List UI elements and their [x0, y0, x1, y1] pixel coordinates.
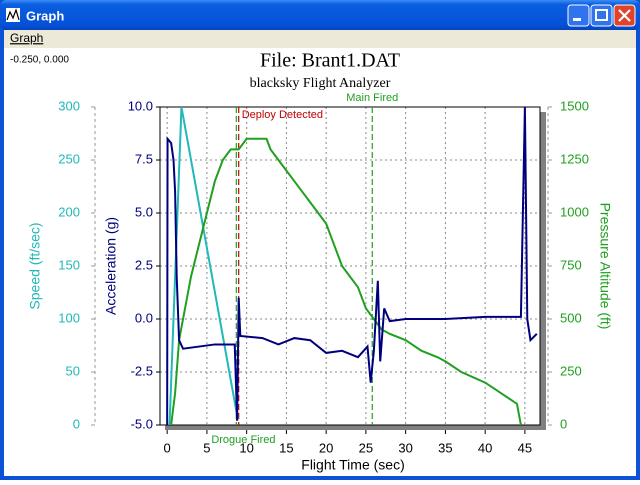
- y3-tick-label: 100: [58, 310, 80, 325]
- y2-axis-label: Pressure Altitude (ft): [597, 203, 613, 330]
- y3-tick-label: 150: [58, 257, 80, 272]
- chart-subtitle: blacksky Flight Analyzer: [250, 76, 391, 91]
- client-area: [4, 48, 636, 476]
- event-label: Drogue Fired: [211, 434, 275, 446]
- y-tick-label: 7.5: [135, 151, 153, 166]
- event-label: Main Fired: [346, 92, 398, 104]
- x-tick-label: 20: [319, 440, 333, 455]
- close-button[interactable]: [613, 4, 636, 27]
- x-tick-label: 0: [164, 440, 171, 455]
- y2-tick-label: 750: [560, 257, 582, 272]
- series-line: [168, 106, 239, 426]
- y-tick-label: 10.0: [128, 98, 153, 113]
- x-tick-label: 15: [279, 440, 293, 455]
- plot-shadow: [540, 112, 546, 430]
- y2-tick-label: 250: [560, 363, 582, 378]
- x-tick-label: 25: [359, 440, 373, 455]
- title-bar: [0, 0, 640, 30]
- menu-bar: [4, 30, 636, 48]
- chart-title: File: Brant1.DAT: [260, 50, 400, 72]
- maximize-button[interactable]: [590, 4, 613, 27]
- x-tick-label: 40: [478, 440, 492, 455]
- x-axis-label: Flight Time (sec): [301, 457, 404, 473]
- minimize-button[interactable]: [567, 4, 590, 27]
- y3-tick-label: 250: [58, 151, 80, 166]
- y3-axis-label: Speed (ft/sec): [27, 222, 43, 309]
- y-tick-label: 5.0: [135, 204, 153, 219]
- y2-tick-label: 1250: [560, 151, 589, 166]
- y-tick-label: -5.0: [131, 416, 153, 431]
- y3-tick-label: 200: [58, 204, 80, 219]
- y-tick-label: 2.5: [135, 257, 153, 272]
- plot-shadow: [165, 425, 546, 430]
- window-title: Graph: [26, 8, 64, 23]
- y2-tick-label: 0: [560, 416, 567, 431]
- y-axis-label: Acceleration (g): [103, 217, 119, 315]
- y3-tick-label: 50: [66, 363, 80, 378]
- event-label: Deploy Detected: [242, 109, 323, 121]
- y2-tick-label: 500: [560, 310, 582, 325]
- cursor-readout: -0.250, 0.000: [10, 55, 69, 66]
- x-tick-label: 45: [518, 440, 532, 455]
- menu-item[interactable]: Graph: [10, 31, 43, 45]
- y2-tick-label: 1000: [560, 204, 589, 219]
- x-tick-label: 35: [438, 440, 452, 455]
- plot: -5.0 -2.5 0.0 2.5 5.0 7.5 10.0 Acceleration (g)…: [27, 92, 614, 473]
- app-icon: [6, 8, 20, 22]
- series-line: [166, 106, 538, 426]
- y-tick-label: 0.0: [135, 310, 153, 325]
- x-tick-label: 10: [239, 440, 253, 455]
- y2-tick-label: 1500: [560, 98, 589, 113]
- y-tick-label: -2.5: [131, 363, 153, 378]
- y3-tick-label: 0: [73, 416, 80, 431]
- y3-tick-label: 300: [58, 98, 80, 113]
- x-tick-label: 5: [203, 440, 210, 455]
- series-line: [170, 137, 522, 426]
- x-tick-label: 30: [398, 440, 412, 455]
